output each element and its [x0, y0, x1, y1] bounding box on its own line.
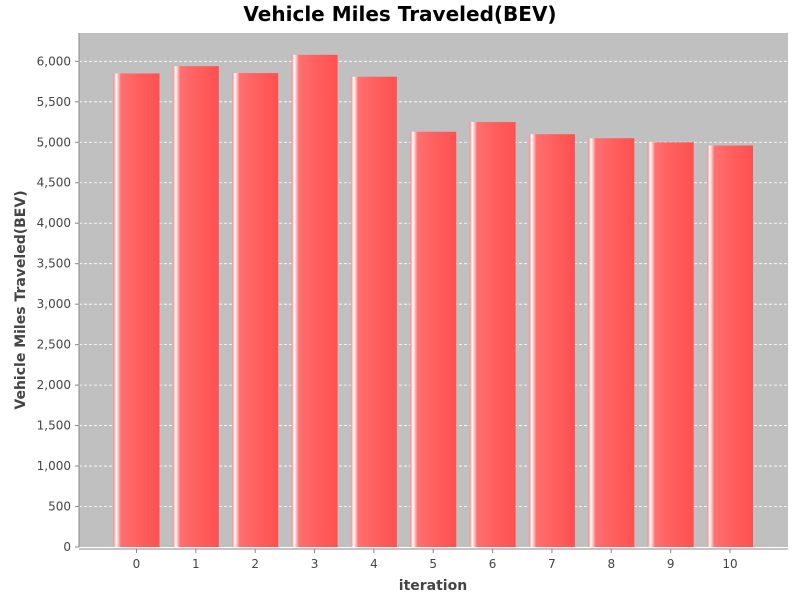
x-tick-label: 1	[192, 557, 200, 571]
x-tick-label: 2	[251, 557, 259, 571]
bar-iteration-6	[469, 122, 516, 547]
x-tick-label: 8	[607, 557, 615, 571]
y-tick-label: 1,000	[37, 459, 71, 473]
chart-title: Vehicle Miles Traveled(BEV)	[243, 2, 556, 26]
y-tick-label: 6,000	[37, 54, 71, 68]
y-axis-ticks: 0 500 1,000 1,500 2,000 2,500 3,000 3,500 4,000 4…	[37, 54, 79, 554]
bar-iteration-5	[410, 131, 457, 548]
bar-iteration-10	[707, 145, 753, 548]
x-tick-label: 0	[133, 557, 141, 571]
y-tick-label: 3,500	[37, 257, 71, 271]
y-tick-label: 4,500	[37, 176, 71, 190]
x-tick-label: 4	[370, 557, 378, 571]
y-tick-label: 2,000	[37, 378, 71, 392]
bar-iteration-4	[350, 76, 397, 547]
y-tick-label: 0	[63, 540, 71, 554]
y-tick-label: 5,500	[37, 95, 71, 109]
bar-iteration-0	[113, 73, 160, 547]
x-tick-label: 9	[667, 557, 675, 571]
x-axis-label: iteration	[399, 578, 467, 594]
y-tick-label: 2,500	[37, 338, 71, 352]
y-tick-label: 4,000	[37, 216, 71, 230]
y-tick-label: 5,000	[37, 135, 71, 149]
y-tick-label: 500	[48, 500, 71, 514]
bar-iteration-8	[588, 138, 635, 548]
bar-iteration-2	[232, 73, 279, 547]
y-tick-label: 1,500	[37, 419, 71, 433]
x-tick-label: 10	[722, 557, 737, 571]
y-tick-label: 3,000	[37, 297, 71, 311]
bar-iteration-7	[528, 134, 575, 548]
y-axis-label: Vehicle Miles Traveled(BEV)	[13, 190, 29, 409]
x-tick-label: 5	[429, 557, 437, 571]
x-tick-label: 3	[311, 557, 319, 571]
x-axis-ticks: 0 1 2 3 4 5 6 7 8 9 10	[133, 549, 738, 571]
x-tick-label: 6	[489, 557, 497, 571]
bar-iteration-3	[291, 54, 338, 548]
bar-iteration-1	[172, 66, 219, 547]
bars	[113, 54, 753, 548]
x-tick-label: 7	[548, 557, 556, 571]
bar-iteration-9	[647, 142, 694, 548]
